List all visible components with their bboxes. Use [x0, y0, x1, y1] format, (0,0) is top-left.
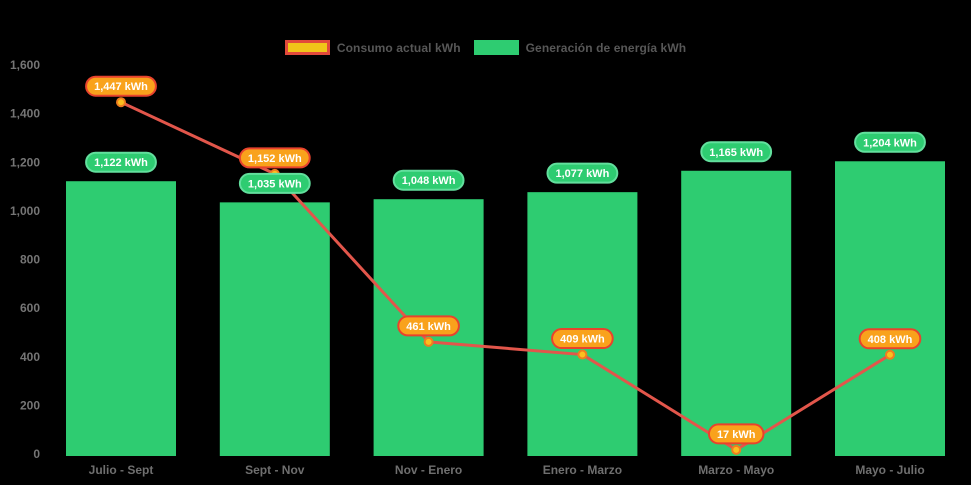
x-axis-label: Enero - Marzo — [543, 463, 622, 477]
x-axis-label: Nov - Enero — [395, 463, 462, 477]
legend-item-generacion[interactable]: Generación de energía kWh — [473, 40, 687, 55]
line-value-label-bg — [85, 75, 157, 97]
legend-swatch-generacion — [473, 40, 519, 55]
bar-value-label: 1,122 kWh — [85, 151, 157, 173]
line-value-label-bg — [858, 328, 922, 350]
svg-text:1,035 kWh: 1,035 kWh — [248, 178, 302, 190]
bar-generacion[interactable] — [219, 202, 330, 456]
line-point[interactable] — [116, 97, 126, 108]
bar-generacion[interactable] — [527, 192, 638, 457]
line-point[interactable] — [577, 349, 588, 360]
bar-value-label: 1,035 kWh — [238, 172, 311, 194]
legend-label-consumo: Consumo actual kWh — [336, 40, 461, 55]
line-point[interactable] — [885, 349, 895, 360]
y-axis-tick: 1,400 — [10, 107, 40, 121]
y-axis-tick: 200 — [20, 398, 40, 412]
y-axis-tick: 1,200 — [10, 155, 40, 169]
y-axis-tick: 1,600 — [10, 58, 40, 72]
svg-text:1,204 kWh: 1,204 kWh — [863, 137, 917, 149]
line-point[interactable] — [731, 444, 742, 455]
line-value-label: 408 kWh — [858, 328, 922, 350]
bar-value-label: 1,204 kWh — [854, 131, 926, 153]
bar-value-label-bg — [392, 169, 465, 191]
line-value-label: 17 kWh — [707, 423, 765, 445]
svg-text:1,077 kWh: 1,077 kWh — [555, 168, 609, 180]
y-axis-tick: 400 — [20, 350, 40, 364]
x-axis-label: Marzo - Mayo — [698, 463, 774, 477]
x-axis-label: Julio - Sept — [89, 463, 154, 477]
legend-swatch-consumo — [284, 40, 330, 55]
x-axis-label: Sept - Nov — [245, 463, 305, 477]
line-value-label-bg — [551, 328, 614, 350]
svg-text:1,165 kWh: 1,165 kWh — [709, 147, 763, 159]
bar-value-label-bg — [700, 141, 773, 163]
svg-text:1,152 kWh: 1,152 kWh — [248, 153, 302, 165]
line-point[interactable] — [423, 336, 434, 347]
svg-text:409 kWh: 409 kWh — [560, 334, 605, 346]
svg-text:1,048 kWh: 1,048 kWh — [402, 175, 456, 187]
chart-legend: Consumo actual kWh Generación de energía… — [0, 40, 971, 55]
bar-generacion[interactable] — [835, 161, 945, 456]
bar-value-label-bg — [238, 172, 311, 194]
bar-value-label-bg — [854, 131, 926, 153]
y-axis-tick: 600 — [20, 301, 40, 315]
y-axis-tick: 0 — [33, 447, 40, 461]
bar-value-label: 1,048 kWh — [392, 169, 465, 191]
bar-generacion[interactable] — [681, 170, 792, 456]
svg-text:408 kWh: 408 kWh — [868, 334, 913, 346]
svg-text:1,122 kWh: 1,122 kWh — [94, 157, 148, 169]
svg-text:17 kWh: 17 kWh — [717, 429, 756, 441]
bar-value-label: 1,077 kWh — [546, 162, 619, 184]
bar-generacion[interactable] — [66, 181, 176, 456]
line-value-label: 409 kWh — [551, 328, 614, 350]
svg-text:461 kWh: 461 kWh — [406, 321, 451, 333]
svg-text:1,447 kWh: 1,447 kWh — [94, 81, 148, 93]
line-value-label: 461 kWh — [397, 315, 460, 337]
legend-item-consumo[interactable]: Consumo actual kWh — [284, 40, 461, 55]
line-value-label: 1,152 kWh — [238, 147, 311, 169]
line-value-label-bg — [397, 315, 460, 337]
line-value-label-bg — [707, 423, 765, 445]
bar-value-label-bg — [85, 151, 157, 173]
bar-value-label-bg — [546, 162, 619, 184]
legend-label-generacion: Generación de energía kWh — [525, 40, 687, 55]
y-axis-tick: 800 — [20, 253, 40, 267]
x-axis-label: Mayo - Julio — [855, 463, 924, 477]
y-axis-tick: 1,000 — [10, 204, 40, 218]
bar-value-label: 1,165 kWh — [700, 141, 773, 163]
line-value-label-bg — [238, 147, 311, 169]
line-value-label: 1,447 kWh — [85, 75, 157, 97]
